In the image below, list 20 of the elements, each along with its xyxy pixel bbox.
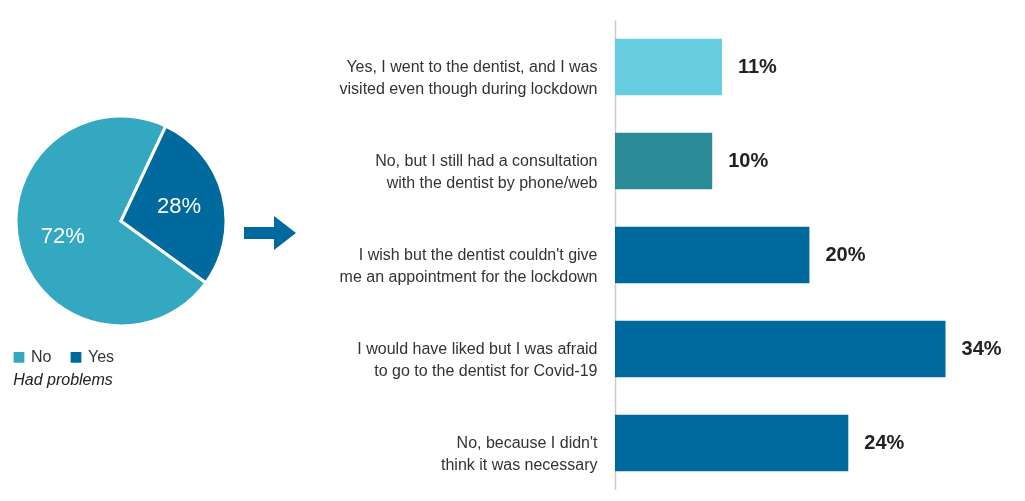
data-label: 72% xyxy=(40,222,85,248)
y-tick-label: I wish but the dentist couldn't give me an appointment for the lockdown xyxy=(339,246,598,285)
data-label: 28% xyxy=(157,193,202,219)
bar xyxy=(615,38,722,96)
y-tick-label: No, but I still had a consultation with the dentist by phone/web xyxy=(375,152,598,191)
data-label: 20% xyxy=(825,243,866,265)
bar xyxy=(615,414,849,472)
legend-title: Had problems xyxy=(13,371,113,388)
legend-label: Yes xyxy=(88,348,115,366)
y-tick-label: Yes, I went to the dentist, and I was visited even though during lockdown xyxy=(339,58,598,97)
data-label: 24% xyxy=(864,431,905,453)
data-label: 34% xyxy=(961,337,1002,359)
data-label: 10% xyxy=(728,149,769,171)
legend-label: No xyxy=(31,348,52,366)
data-label: 11% xyxy=(737,55,778,77)
y-tick-label: No, because I didn't think it was necessary xyxy=(440,434,599,473)
y-tick-label: I would have liked but I was afraid to go to the dentist for Covid-19 xyxy=(357,340,598,379)
bar xyxy=(615,320,946,378)
bar xyxy=(615,132,713,190)
bar xyxy=(615,226,810,284)
